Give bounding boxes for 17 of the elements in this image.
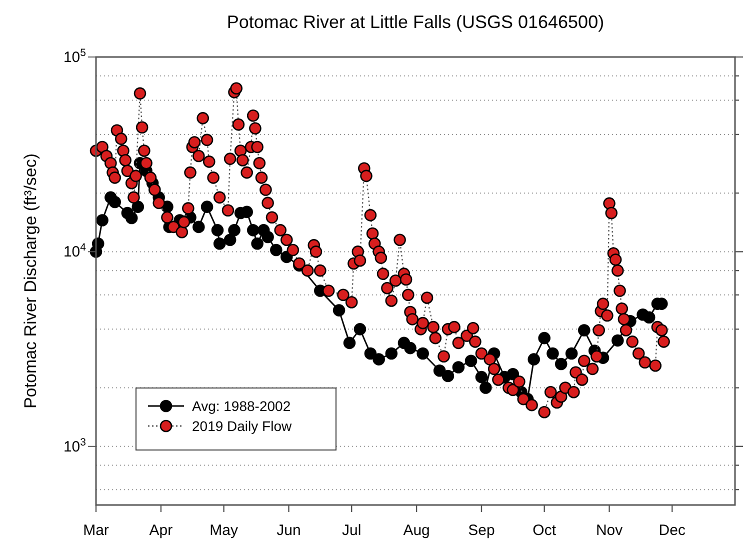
y-tick-label: 10$^{5}$ <box>63 47 86 66</box>
legend-label: 2019 Daily Flow <box>192 418 292 434</box>
chart-title: Potomac River at Little Falls (USGS 01646500) <box>226 12 604 32</box>
x-tick-label: Dec <box>658 522 686 539</box>
x-tick-label: May <box>210 522 238 539</box>
x-tick-label: Nov <box>596 522 624 539</box>
y-axis-title: Potomac River Discharge (ft³/sec) <box>21 153 40 409</box>
x-tick-label: Jun <box>276 522 301 539</box>
x-tick-label: Sep <box>468 522 495 539</box>
legend-label: Avg: 1988-2002 <box>192 398 291 414</box>
y-tick-label: 10$^{4}$ <box>63 242 86 261</box>
y-tick-label: 10$^{3}$ <box>63 436 86 456</box>
x-tick-label: Apr <box>149 522 173 539</box>
x-tick-label: Jul <box>342 522 362 539</box>
x-tick-label: Mar <box>83 522 109 539</box>
x-tick-label: Oct <box>532 522 557 539</box>
x-tick-label: Aug <box>403 522 430 539</box>
